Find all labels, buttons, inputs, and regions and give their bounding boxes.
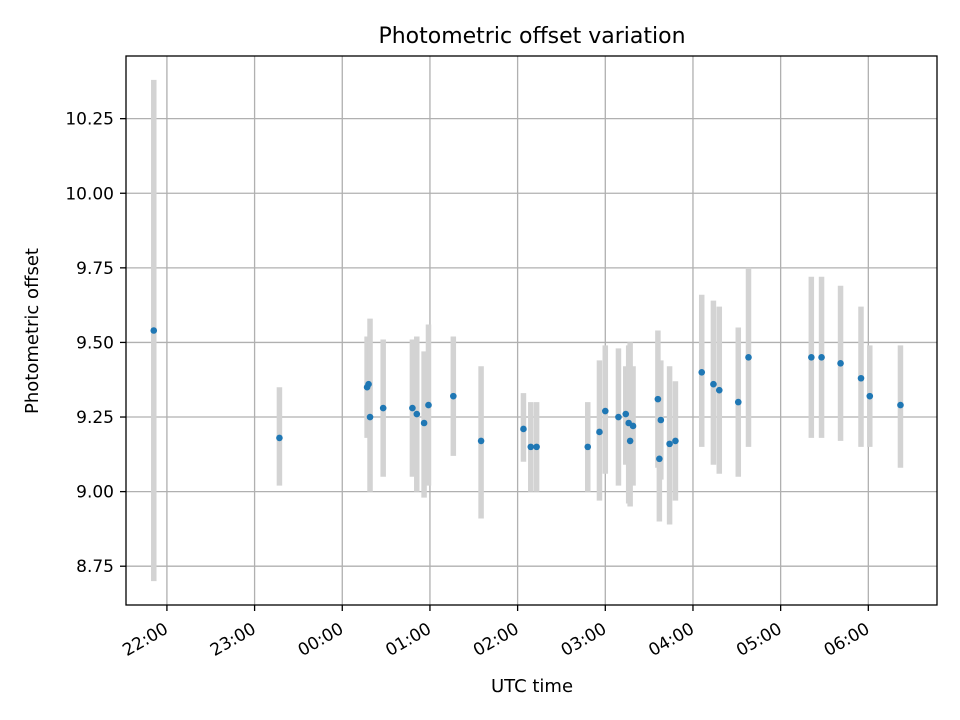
data-point — [365, 380, 372, 388]
y-tick-label: 10.00 — [65, 184, 114, 204]
errorbar-layer — [151, 79, 904, 582]
data-point — [450, 392, 457, 400]
y-tick-label: 10.25 — [65, 110, 114, 130]
data-point — [276, 434, 283, 442]
data-point — [379, 404, 387, 412]
data-point — [698, 368, 706, 376]
data-point — [533, 443, 540, 451]
data-point — [477, 437, 485, 445]
data-point — [615, 413, 622, 421]
y-tick-label: 8.75 — [76, 557, 114, 577]
data-point — [366, 413, 374, 421]
data-point — [596, 428, 603, 436]
x-tick-label: 06:00 — [821, 619, 873, 661]
data-point — [629, 422, 637, 430]
data-point — [584, 443, 592, 451]
data-point — [818, 354, 825, 361]
point-layer — [150, 327, 904, 463]
data-point — [666, 440, 673, 448]
data-point — [622, 410, 630, 418]
data-point — [808, 354, 815, 361]
data-point — [150, 327, 158, 334]
data-point — [710, 380, 717, 388]
x-tick-label: 04:00 — [645, 619, 697, 661]
data-point — [520, 425, 527, 433]
data-point — [715, 386, 723, 394]
x-tick-label: 01:00 — [382, 619, 434, 661]
data-point — [745, 354, 752, 361]
x-tick-label: 23:00 — [207, 619, 259, 661]
x-tick-label: 22:00 — [119, 619, 171, 661]
x-tick-label: 02:00 — [470, 619, 522, 661]
data-point — [601, 407, 609, 415]
data-point — [425, 401, 432, 409]
data-point — [672, 437, 679, 445]
x-axis-label: UTC time — [491, 676, 573, 697]
data-point — [654, 395, 662, 403]
data-point — [866, 392, 874, 400]
tick-layer: 22:00 23:00 00:00 01:00 02:00 03:00 04:00 05:00… — [65, 110, 873, 661]
data-point — [837, 360, 844, 367]
y-tick-label: 9.00 — [76, 483, 114, 503]
grid-layer — [126, 56, 937, 605]
x-tick-label: 00:00 — [295, 619, 347, 661]
data-point — [527, 443, 535, 451]
data-point — [657, 416, 665, 424]
y-tick-label: 9.75 — [76, 259, 114, 279]
y-axis-label: Photometric offset — [22, 248, 43, 414]
data-point — [656, 455, 663, 463]
data-point — [420, 419, 428, 427]
data-point — [897, 401, 904, 409]
data-point — [626, 437, 634, 445]
x-tick-label: 05:00 — [733, 619, 785, 661]
y-tick-label: 9.50 — [76, 333, 114, 353]
data-point — [857, 374, 865, 382]
y-tick-label: 9.25 — [76, 408, 114, 428]
x-tick-label: 03:00 — [558, 619, 610, 661]
plot-frame — [125, 55, 938, 606]
data-point — [413, 410, 421, 418]
data-point — [734, 398, 742, 406]
data-point — [409, 404, 416, 412]
chart-title: Photometric offset variation — [378, 24, 685, 49]
